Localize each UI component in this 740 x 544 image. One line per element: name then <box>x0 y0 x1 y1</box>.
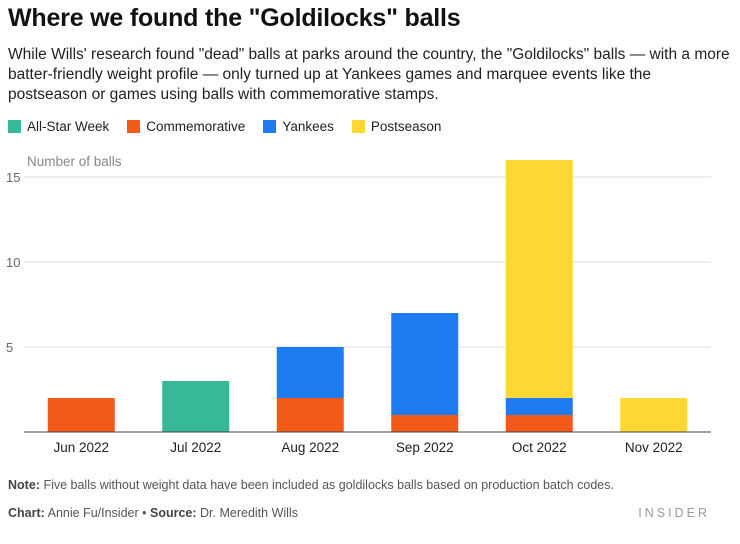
x-tick-label: Nov 2022 <box>625 440 683 455</box>
credit-separator: • <box>142 506 147 520</box>
legend-label: Yankees <box>282 118 334 134</box>
legend-item-commemorative: Commemorative <box>127 119 245 134</box>
chart-author: Annie Fu/Insider <box>47 506 139 520</box>
chart-subtitle: While Wills' research found "dead" balls… <box>8 46 730 103</box>
bar-jul-2022-all-star-week <box>162 381 230 432</box>
legend-item-all-star-week: All-Star Week <box>8 119 109 134</box>
legend: All-Star Week Commemorative Yankees Post… <box>8 118 459 134</box>
bar-aug-2022-yankees <box>276 347 344 398</box>
bar-oct-2022-yankees <box>505 398 573 415</box>
legend-swatch <box>351 119 365 133</box>
insider-logo: INSIDER <box>638 506 710 520</box>
x-tick-label: Jul 2022 <box>170 440 221 455</box>
x-tick-label: Aug 2022 <box>281 440 339 455</box>
source-name: Dr. Meredith Wills <box>200 506 298 520</box>
bar-oct-2022-commemorative <box>505 415 573 432</box>
bar-sep-2022-commemorative <box>391 415 459 432</box>
chart-title: Where we found the "Goldilocks" balls <box>8 4 461 32</box>
source-label: Source: <box>150 506 197 520</box>
stacked-bar-chart: 5 10 15 Number of balls Jun 2022 Jul 2022 Aug … <box>6 154 711 455</box>
bar-oct-2022-postseason <box>505 160 573 398</box>
y-tick-label-10: 10 <box>6 255 20 270</box>
legend-swatch <box>263 119 277 133</box>
legend-item-postseason: Postseason <box>351 118 442 134</box>
bar-jun-2022-commemorative <box>47 398 115 432</box>
legend-swatch <box>8 119 21 133</box>
y-tick-label-5: 5 <box>6 340 13 355</box>
legend-label: Postseason <box>370 118 442 134</box>
bar-nov-2022-postseason <box>620 398 688 432</box>
legend-swatch <box>127 119 141 133</box>
bar-aug-2022-commemorative <box>276 398 344 432</box>
chart-credit: Chart: Annie Fu/Insider • Source: Dr. Me… <box>8 506 298 520</box>
note-text: Five balls without weight data have been… <box>43 478 614 492</box>
y-axis-title: Number of balls <box>27 154 122 169</box>
x-tick-label: Jun 2022 <box>53 440 109 455</box>
bar-sep-2022-yankees <box>391 313 459 415</box>
chart-label: Chart: <box>8 506 45 520</box>
y-tick-label-15: 15 <box>6 170 20 185</box>
x-tick-label: Oct 2022 <box>512 440 567 455</box>
legend-label: Commemorative <box>146 118 246 134</box>
chart-note: Note: Five balls without weight data hav… <box>8 478 614 492</box>
x-tick-label: Sep 2022 <box>396 440 454 455</box>
legend-item-yankees: Yankees <box>263 119 334 134</box>
legend-label: All-Star Week <box>27 118 110 134</box>
note-label: Note: <box>8 478 40 492</box>
